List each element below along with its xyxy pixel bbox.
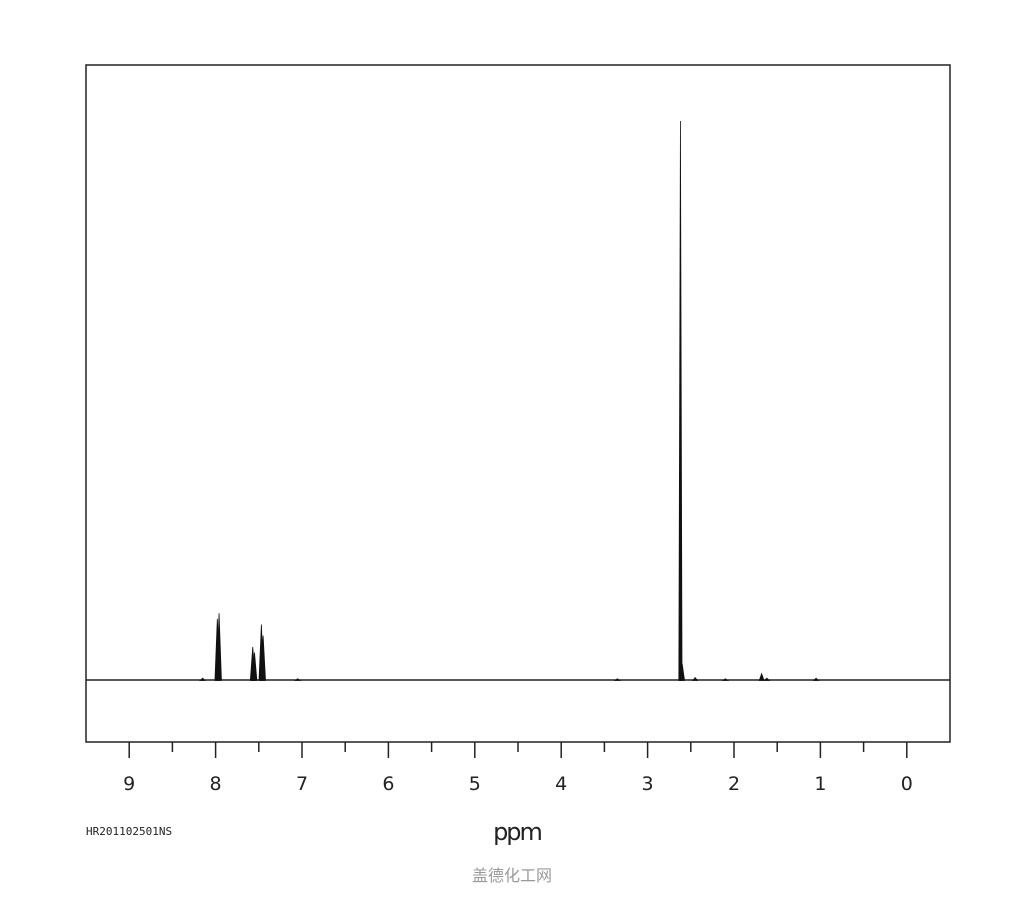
tick-label: 9: [123, 773, 135, 795]
spectrum-trace: [199, 120, 820, 681]
peak: [721, 678, 730, 681]
peak: [678, 120, 683, 681]
peak: [251, 652, 258, 681]
sample-id: HR201102501NS: [86, 825, 172, 838]
watermark: 盖德化工网: [472, 866, 552, 885]
peak: [199, 677, 207, 681]
x-axis: 9 8 7 6 5 4 3 2 1 0: [123, 742, 913, 795]
tick-label: 6: [382, 773, 394, 795]
tick-label: 8: [210, 773, 222, 795]
peak: [294, 678, 302, 681]
tick-label: 7: [296, 773, 308, 795]
peak: [613, 678, 622, 681]
peak: [758, 672, 765, 681]
tick-label: 3: [642, 773, 654, 795]
plot-frame: [85, 64, 951, 743]
tick-label: 5: [469, 773, 481, 795]
x-axis-label: ppm: [493, 818, 541, 846]
tick-label: 4: [555, 773, 567, 795]
tick-label: 0: [901, 773, 913, 795]
peak: [812, 677, 820, 681]
peak: [691, 677, 699, 681]
peak: [260, 635, 266, 681]
peak: [216, 613, 222, 681]
tick-label: 1: [814, 773, 826, 795]
tick-label: 2: [728, 773, 740, 795]
peak: [679, 663, 686, 681]
peak: [763, 677, 771, 681]
